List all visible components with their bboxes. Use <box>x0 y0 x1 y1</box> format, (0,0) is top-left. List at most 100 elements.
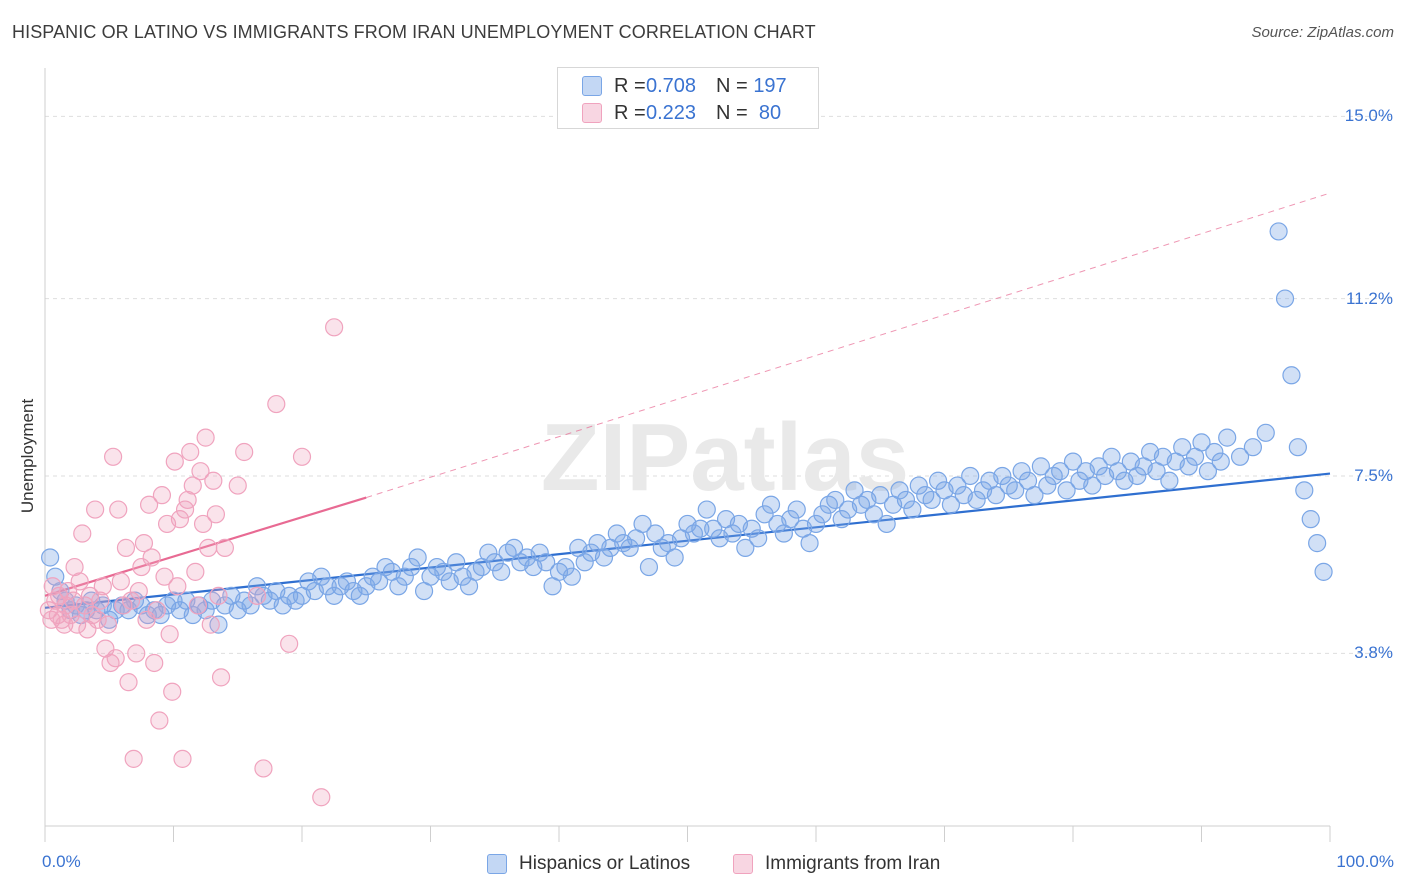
trend-lines <box>44 192 1331 609</box>
data-point-iran <box>267 394 286 414</box>
data-point-iran <box>204 471 223 490</box>
data-point-hispanic <box>993 466 1012 486</box>
data-point-hispanic <box>961 466 980 486</box>
data-point-hispanic <box>691 519 710 538</box>
data-point-hispanic <box>832 510 851 529</box>
data-point-hispanic <box>1089 457 1108 476</box>
data-point-hispanic <box>704 519 723 538</box>
series-legend-hispanic[interactable]: Hispanics or Latinos <box>487 851 690 877</box>
data-point-hispanic <box>877 514 896 534</box>
data-point-iran <box>121 591 141 610</box>
data-point-hispanic <box>607 524 626 543</box>
data-point-hispanic <box>1083 476 1102 495</box>
chart-title: HISPANIC OR LATINO VS IMMIGRANTS FROM IR… <box>12 22 816 42</box>
data-point-hispanic <box>742 519 761 538</box>
data-point-iran <box>88 610 107 629</box>
data-point-hispanic <box>941 495 961 514</box>
data-point-hispanic <box>697 500 716 519</box>
y-tick-label: 7.5% <box>1354 465 1393 485</box>
y-tick-label: 11.2% <box>1346 288 1393 308</box>
series-legend-iran[interactable]: Immigrants from Iran <box>733 851 940 877</box>
data-point-iran <box>325 318 344 337</box>
data-point-hispanic <box>556 557 575 577</box>
data-point-iran <box>73 524 92 543</box>
data-point-hispanic <box>530 543 549 562</box>
data-point-hispanic <box>922 490 941 510</box>
data-point-hispanic <box>325 586 344 605</box>
data-point-hispanic <box>485 553 504 572</box>
data-point-iran <box>254 759 273 778</box>
data-point-hispanic <box>1160 471 1179 490</box>
data-point-hispanic <box>1108 462 1128 481</box>
data-point-iran <box>155 567 174 586</box>
data-point-iran <box>104 447 123 466</box>
data-point-hispanic <box>350 586 369 605</box>
data-point-hispanic <box>1006 481 1025 500</box>
data-point-hispanic <box>967 490 986 510</box>
data-point-iran <box>206 505 226 524</box>
data-point-iran <box>201 615 220 634</box>
legend-n-label: N = <box>716 74 748 97</box>
data-point-hispanic <box>1275 289 1295 308</box>
legend-r-value: 0.708 <box>646 74 697 97</box>
data-point-hispanic <box>1012 462 1031 481</box>
data-point-iran <box>134 534 154 553</box>
data-point-hispanic <box>620 538 639 557</box>
data-point-hispanic <box>800 534 819 553</box>
legend-swatch-iran <box>582 103 602 123</box>
data-point-hispanic <box>1282 366 1301 385</box>
data-point-iran <box>147 601 166 620</box>
data-point-hispanic <box>1051 462 1070 481</box>
data-point-hispanic <box>1038 476 1057 495</box>
data-point-hispanic <box>633 514 652 534</box>
data-point-hispanic <box>318 577 337 596</box>
data-point-iran <box>93 577 112 596</box>
data-point-hispanic <box>896 490 916 510</box>
data-point-iran <box>235 442 254 462</box>
data-point-iran <box>65 557 84 577</box>
data-point-hispanic <box>1031 457 1050 476</box>
data-point-hispanic <box>1025 486 1044 505</box>
data-point-iran <box>70 572 89 591</box>
data-point-iran <box>168 577 187 596</box>
data-point-hispanic <box>312 567 331 586</box>
data-point-hispanic <box>1295 481 1314 500</box>
data-point-hispanic <box>1063 452 1083 471</box>
source-label: Source: ZipAtlas.com <box>1251 24 1394 41</box>
data-point-hispanic <box>1179 457 1198 476</box>
data-point-hispanic <box>164 591 183 610</box>
data-point-hispanic <box>1243 438 1263 457</box>
data-point-hispanic <box>479 543 498 562</box>
data-point-hispanic <box>749 529 768 548</box>
data-point-hispanic <box>594 548 614 567</box>
data-point-hispanic <box>402 557 421 577</box>
series-label-hispanic: Hispanics or Latinos <box>519 853 691 874</box>
data-point-hispanic <box>723 524 742 543</box>
watermark: ZIPatlas <box>541 404 909 511</box>
data-point-hispanic <box>537 553 556 572</box>
data-point-iran <box>193 514 213 534</box>
data-point-hispanic <box>1256 423 1275 442</box>
data-point-hispanic <box>755 505 774 524</box>
data-point-iran <box>209 586 228 605</box>
data-point-hispanic <box>1218 428 1237 447</box>
data-point-hispanic <box>209 615 228 634</box>
data-point-iran <box>170 510 190 529</box>
data-point-iran <box>129 581 148 601</box>
legend-swatch-hispanic <box>582 76 602 96</box>
data-point-iran <box>119 673 138 692</box>
data-points <box>39 222 1333 807</box>
data-point-iran <box>183 476 202 495</box>
data-point-hispanic <box>1269 222 1288 241</box>
data-point-hispanic <box>395 567 414 586</box>
data-point-iran <box>280 634 299 653</box>
data-point-iran <box>178 490 197 510</box>
data-point-iran <box>61 605 80 625</box>
data-point-hispanic <box>408 548 427 567</box>
data-point-iran <box>55 615 74 634</box>
data-point-iran <box>139 495 159 514</box>
data-point-hispanic <box>948 476 967 495</box>
y-tick-label: 15.0% <box>1344 106 1393 126</box>
data-point-hispanic <box>1128 466 1147 486</box>
